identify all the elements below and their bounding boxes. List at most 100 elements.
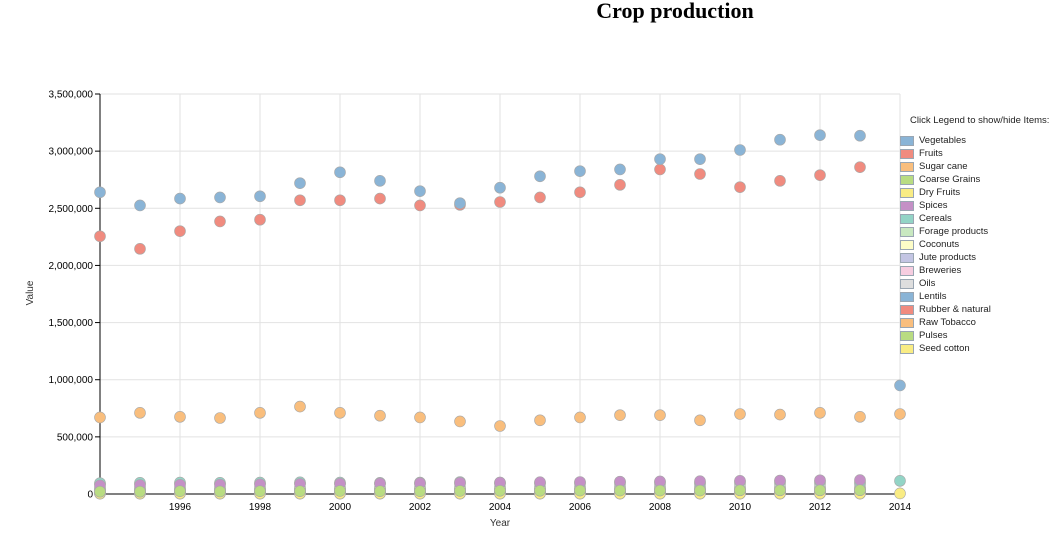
data-point[interactable]	[374, 485, 386, 497]
data-point[interactable]	[814, 474, 826, 487]
legend-item[interactable]: Fruits	[900, 147, 1049, 160]
legend-item[interactable]: Pulses	[900, 329, 1049, 342]
data-point[interactable]	[254, 485, 266, 497]
data-point[interactable]	[654, 163, 666, 176]
legend-item[interactable]: Cereals	[900, 212, 1049, 225]
data-point[interactable]	[134, 199, 146, 212]
data-point[interactable]	[894, 379, 906, 392]
data-point[interactable]	[414, 485, 426, 497]
data-point[interactable]	[254, 190, 266, 203]
legend-item[interactable]: Coarse Grains	[900, 173, 1049, 186]
data-point[interactable]	[534, 191, 546, 204]
data-point[interactable]	[694, 153, 706, 165]
legend-item[interactable]: Lentils	[900, 290, 1049, 303]
data-point[interactable]	[214, 485, 226, 498]
data-point[interactable]	[414, 185, 426, 197]
data-point[interactable]	[534, 414, 546, 427]
data-point[interactable]	[334, 194, 346, 207]
legend-item[interactable]: Sugar cane	[900, 160, 1049, 173]
data-point[interactable]	[694, 168, 706, 180]
data-point[interactable]	[574, 484, 586, 497]
legend-item[interactable]: Oils	[900, 277, 1049, 290]
data-point[interactable]	[854, 411, 866, 423]
data-point[interactable]	[494, 196, 506, 208]
data-point[interactable]	[414, 199, 426, 212]
data-point[interactable]	[254, 213, 266, 226]
legend-item[interactable]: Dry Fruits	[900, 186, 1049, 199]
data-point[interactable]	[374, 409, 386, 422]
data-point[interactable]	[294, 485, 306, 497]
data-point[interactable]	[894, 487, 906, 500]
data-point[interactable]	[454, 485, 466, 497]
data-point[interactable]	[574, 411, 586, 424]
data-point[interactable]	[254, 407, 266, 419]
data-point[interactable]	[94, 186, 106, 199]
data-point[interactable]	[94, 230, 106, 243]
data-point[interactable]	[334, 485, 346, 497]
data-point[interactable]	[854, 474, 866, 486]
data-point[interactable]	[814, 484, 826, 497]
data-point[interactable]	[654, 484, 666, 497]
data-point[interactable]	[774, 484, 786, 497]
data-point[interactable]	[134, 407, 146, 419]
data-point[interactable]	[614, 409, 626, 421]
data-point[interactable]	[614, 179, 626, 191]
legend-item[interactable]: Raw Tobacco	[900, 316, 1049, 329]
data-point[interactable]	[854, 129, 866, 142]
data-point[interactable]	[334, 407, 346, 419]
data-point[interactable]	[174, 225, 186, 237]
data-point[interactable]	[694, 414, 706, 427]
data-point[interactable]	[294, 194, 306, 207]
data-point[interactable]	[294, 400, 306, 413]
data-point[interactable]	[694, 484, 706, 497]
data-point[interactable]	[494, 420, 506, 432]
data-point[interactable]	[574, 165, 586, 177]
data-point[interactable]	[374, 175, 386, 187]
data-point[interactable]	[134, 485, 146, 498]
data-point[interactable]	[734, 181, 746, 193]
legend-item[interactable]: Forage products	[900, 225, 1049, 238]
data-point[interactable]	[734, 408, 746, 420]
data-point[interactable]	[814, 129, 826, 141]
data-point[interactable]	[574, 186, 586, 199]
data-point[interactable]	[774, 474, 786, 487]
data-point[interactable]	[854, 484, 866, 497]
data-point[interactable]	[814, 407, 826, 419]
data-point[interactable]	[654, 153, 666, 165]
data-point[interactable]	[534, 484, 546, 497]
legend-item[interactable]: Rubber & natural	[900, 303, 1049, 316]
data-point[interactable]	[894, 408, 906, 420]
data-point[interactable]	[454, 197, 466, 209]
data-point[interactable]	[654, 409, 666, 421]
data-point[interactable]	[774, 408, 786, 421]
data-point[interactable]	[94, 485, 106, 498]
data-point[interactable]	[494, 484, 506, 497]
legend-item[interactable]: Vegetables	[900, 134, 1049, 147]
data-point[interactable]	[214, 215, 226, 228]
data-point[interactable]	[854, 161, 866, 173]
legend-item[interactable]: Spices	[900, 199, 1049, 212]
data-point[interactable]	[94, 411, 106, 424]
data-point[interactable]	[614, 163, 626, 176]
data-point[interactable]	[374, 192, 386, 205]
legend-item[interactable]: Seed cotton	[900, 342, 1049, 355]
data-point[interactable]	[334, 166, 346, 179]
data-point[interactable]	[894, 475, 906, 487]
data-point[interactable]	[174, 411, 186, 423]
data-point[interactable]	[534, 170, 546, 183]
legend-item[interactable]: Breweries	[900, 264, 1049, 277]
data-point[interactable]	[454, 415, 466, 428]
data-point[interactable]	[174, 192, 186, 205]
data-point[interactable]	[214, 412, 226, 424]
data-point[interactable]	[494, 181, 506, 194]
data-point[interactable]	[214, 191, 226, 204]
data-point[interactable]	[414, 411, 426, 424]
data-point[interactable]	[734, 144, 746, 156]
data-point[interactable]	[734, 484, 746, 497]
data-point[interactable]	[294, 177, 306, 189]
data-point[interactable]	[774, 175, 786, 187]
data-point[interactable]	[614, 484, 626, 497]
data-point[interactable]	[774, 133, 786, 146]
legend-item[interactable]: Jute products	[900, 251, 1049, 264]
data-point[interactable]	[134, 243, 146, 255]
